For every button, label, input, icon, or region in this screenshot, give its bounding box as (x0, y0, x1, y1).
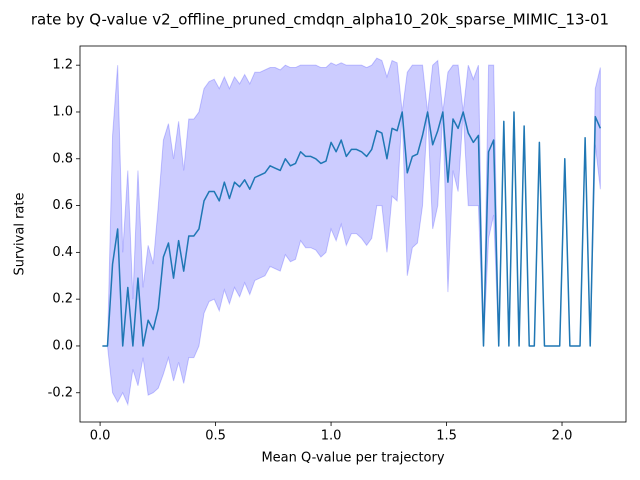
plot-frame (79, 45, 627, 423)
line (102, 111, 602, 347)
x-tick-label: 1.5 (436, 429, 457, 444)
chart-title: rate by Q-value v2_offline_pruned_cmdqn_… (31, 11, 609, 30)
x-tick-label: 0.0 (90, 429, 111, 444)
x-tick-label: 0.5 (205, 429, 226, 444)
y-tick-label: 0.2 (52, 292, 73, 307)
y-tick-label: 0.6 (52, 198, 73, 213)
y-tick-label: 0.4 (52, 245, 73, 260)
x-tick-label: 2.0 (552, 429, 573, 444)
y-axis-label: Survival rate (13, 193, 28, 276)
y-tick-label: -0.2 (48, 385, 73, 400)
y-tick-label: 0.8 (52, 151, 73, 166)
y-tick-label: 1.0 (52, 104, 73, 119)
confidence-band (102, 57, 601, 407)
x-tick-label: 1.0 (321, 429, 342, 444)
y-tick-label: 1.2 (52, 58, 73, 73)
y-tick-label: 0.0 (52, 338, 73, 353)
x-axis-label: Mean Q-value per trajectory (261, 451, 444, 466)
